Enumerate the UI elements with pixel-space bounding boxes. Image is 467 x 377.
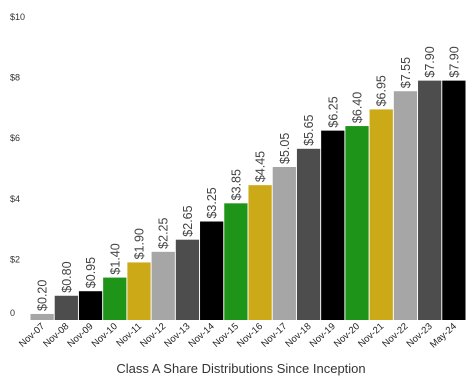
y-axis: 0 $2 $4 $6 $8 $10	[10, 12, 25, 318]
x-tick-label: Nov-07	[17, 321, 47, 350]
bar	[127, 262, 151, 320]
data-label: $6.25	[326, 96, 340, 127]
data-label: $7.55	[399, 57, 413, 88]
bar	[248, 185, 272, 320]
bar	[345, 126, 369, 320]
bar	[175, 239, 200, 320]
bar	[321, 130, 345, 321]
data-label: $0.95	[84, 257, 98, 288]
data-label: $5.05	[278, 133, 292, 164]
y-tick-label: $8	[10, 73, 20, 83]
bar	[224, 203, 248, 320]
data-label: $7.90	[423, 46, 437, 77]
y-tick-label: $4	[10, 194, 20, 204]
x-tick-label: Nov-11	[114, 321, 144, 349]
x-tick-label: Nov-17	[259, 321, 289, 350]
bar	[78, 291, 103, 320]
y-tick-label: $10	[10, 12, 25, 22]
bar	[296, 148, 321, 320]
bar	[103, 277, 127, 320]
x-tick-label: Nov-19	[308, 321, 338, 350]
y-tick-label: $2	[10, 254, 20, 264]
data-labels: $0.20 $0.80 $0.95 $1.40 $1.90 $2.25 $2.65 $3.25…	[36, 46, 462, 311]
x-tick-label: Nov-09	[65, 321, 95, 350]
x-tick-label: Nov-21	[356, 321, 386, 350]
data-label: $1.40	[108, 243, 122, 274]
bar	[393, 91, 418, 320]
y-tick-label: 0	[10, 308, 15, 318]
data-label: $0.20	[36, 280, 50, 311]
data-label: $6.40	[351, 92, 365, 123]
y-tick-label: $6	[10, 133, 20, 143]
chart-title: Class A Share Distributions Since Incept…	[116, 361, 365, 376]
bar	[200, 221, 224, 320]
x-tick-label: Nov-12	[138, 321, 168, 350]
bar	[418, 80, 442, 320]
x-tick-label: Nov-16	[235, 321, 265, 350]
data-label: $5.65	[302, 114, 316, 145]
data-label: $4.45	[254, 151, 268, 182]
bar	[369, 109, 393, 320]
data-label: $7.90	[447, 46, 461, 77]
data-label: $2.25	[157, 217, 171, 248]
data-label: $6.95	[375, 75, 389, 106]
bar	[30, 313, 54, 320]
x-tick-label: Nov-18	[283, 321, 313, 350]
bar	[54, 295, 78, 320]
x-tick-label: Nov-10	[90, 321, 120, 350]
data-label: $2.65	[181, 205, 195, 236]
bar	[151, 251, 175, 320]
x-tick-label: Nov-20	[332, 321, 362, 350]
data-label: $0.80	[60, 261, 74, 292]
x-axis: Nov-07Nov-08Nov-09Nov-10Nov-11Nov-12Nov-…	[17, 321, 459, 350]
x-tick-label: Nov-22	[380, 321, 410, 350]
x-tick-label: Nov-13	[162, 321, 192, 350]
x-tick-label: May-24	[428, 321, 459, 350]
data-label: $1.90	[133, 228, 147, 259]
x-tick-label: Nov-14	[187, 321, 217, 350]
data-label: $3.85	[229, 169, 243, 200]
data-label: $3.25	[205, 187, 219, 218]
bar	[272, 166, 296, 320]
bars	[30, 80, 466, 321]
x-tick-label: Nov-15	[211, 321, 241, 350]
x-tick-label: Nov-08	[41, 321, 71, 350]
bar	[442, 80, 466, 320]
